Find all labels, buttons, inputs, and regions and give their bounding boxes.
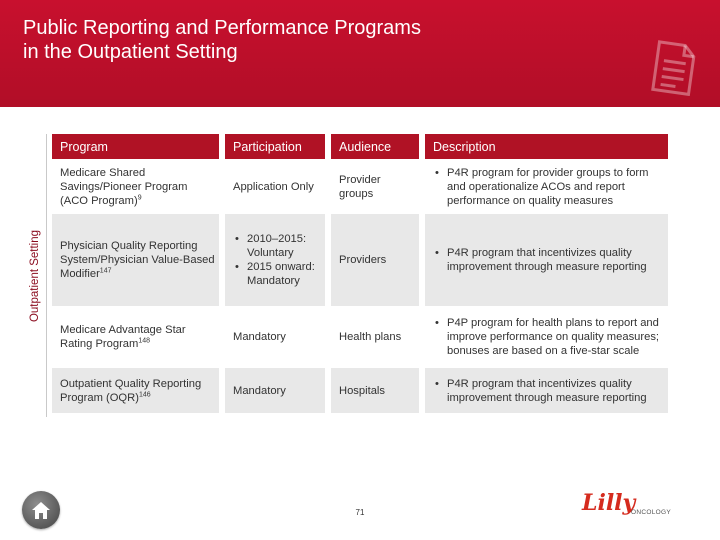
table-row: Medicare Shared Savings/Pioneer Program … — [52, 159, 668, 214]
participation-bullet: 2015 onward: Mandatory — [235, 260, 321, 288]
program-cell: Medicare Advantage Star Rating Program14… — [52, 306, 225, 368]
reference-number: 147 — [99, 267, 112, 275]
program-cell: Physician Quality Reporting System/Physi… — [52, 214, 225, 306]
column-header-description: Description — [422, 134, 668, 159]
sidebar-section: Outpatient Setting — [26, 134, 44, 417]
description-cell: P4P program for health plans to report a… — [422, 306, 668, 368]
logo-subtext: ONCOLOGY — [631, 509, 671, 516]
audience-cell: Health plans — [328, 306, 425, 368]
audience-cell: Hospitals — [328, 368, 425, 413]
description-bullet: P4R program that incentivizes quality im… — [435, 246, 664, 274]
table-row: Outpatient Quality Reporting Program (OQ… — [52, 368, 668, 413]
participation-cell: Mandatory — [222, 368, 331, 413]
page-title: Public Reporting and Performance Program… — [23, 17, 421, 63]
table-row: Medicare Advantage Star Rating Program14… — [52, 306, 668, 368]
reference-number: 146 — [138, 390, 151, 398]
home-button[interactable] — [22, 491, 60, 529]
page-number: 71 — [355, 508, 365, 517]
participation-cell: 2010–2015: Voluntary 2015 onward: Mandat… — [222, 214, 331, 306]
participation-cell: Mandatory — [222, 306, 331, 368]
description-bullet: P4R program that incentivizes quality im… — [435, 377, 664, 405]
description-bullet: P4R program for provider groups to form … — [435, 166, 664, 208]
program-name: Physician Quality Reporting System/Physi… — [60, 240, 215, 280]
participation-bullet: 2010–2015: Voluntary — [235, 232, 321, 260]
column-header-participation: Participation — [222, 134, 331, 159]
audience-cell: Providers — [328, 214, 425, 306]
program-cell: Outpatient Quality Reporting Program (OQ… — [52, 368, 225, 413]
reference-number: 148 — [138, 337, 151, 345]
reference-number: 9 — [137, 193, 142, 201]
description-cell: P4R program that incentivizes quality im… — [422, 368, 668, 413]
column-header-program: Program — [52, 134, 225, 159]
table-row: Physician Quality Reporting System/Physi… — [52, 214, 668, 306]
title-banner: Public Reporting and Performance Program… — [0, 0, 720, 107]
program-cell: Medicare Shared Savings/Pioneer Program … — [52, 159, 225, 214]
program-name: Medicare Advantage Star Rating Program — [60, 324, 186, 350]
participation-cell: Application Only — [222, 159, 331, 214]
programs-table: Program Participation Audience Descripti… — [52, 134, 668, 413]
lilly-oncology-logo: Lilly ONCOLOGY — [582, 490, 678, 524]
sidebar-label: Outpatient Setting — [29, 229, 41, 322]
sidebar-divider — [46, 134, 47, 417]
description-bullet: P4P program for health plans to report a… — [435, 316, 664, 358]
logo-wordmark: Lilly — [582, 490, 636, 516]
program-name: Outpatient Quality Reporting Program (OQ… — [60, 377, 202, 404]
document-icon — [651, 40, 696, 96]
audience-cell: Provider groups — [328, 159, 425, 214]
table-header-row: Program Participation Audience Descripti… — [52, 134, 668, 159]
description-cell: P4R program for provider groups to form … — [422, 159, 668, 214]
column-header-audience: Audience — [328, 134, 425, 159]
description-cell: P4R program that incentivizes quality im… — [422, 214, 668, 306]
home-icon — [32, 501, 50, 519]
program-name: Medicare Shared Savings/Pioneer Program … — [60, 166, 188, 207]
